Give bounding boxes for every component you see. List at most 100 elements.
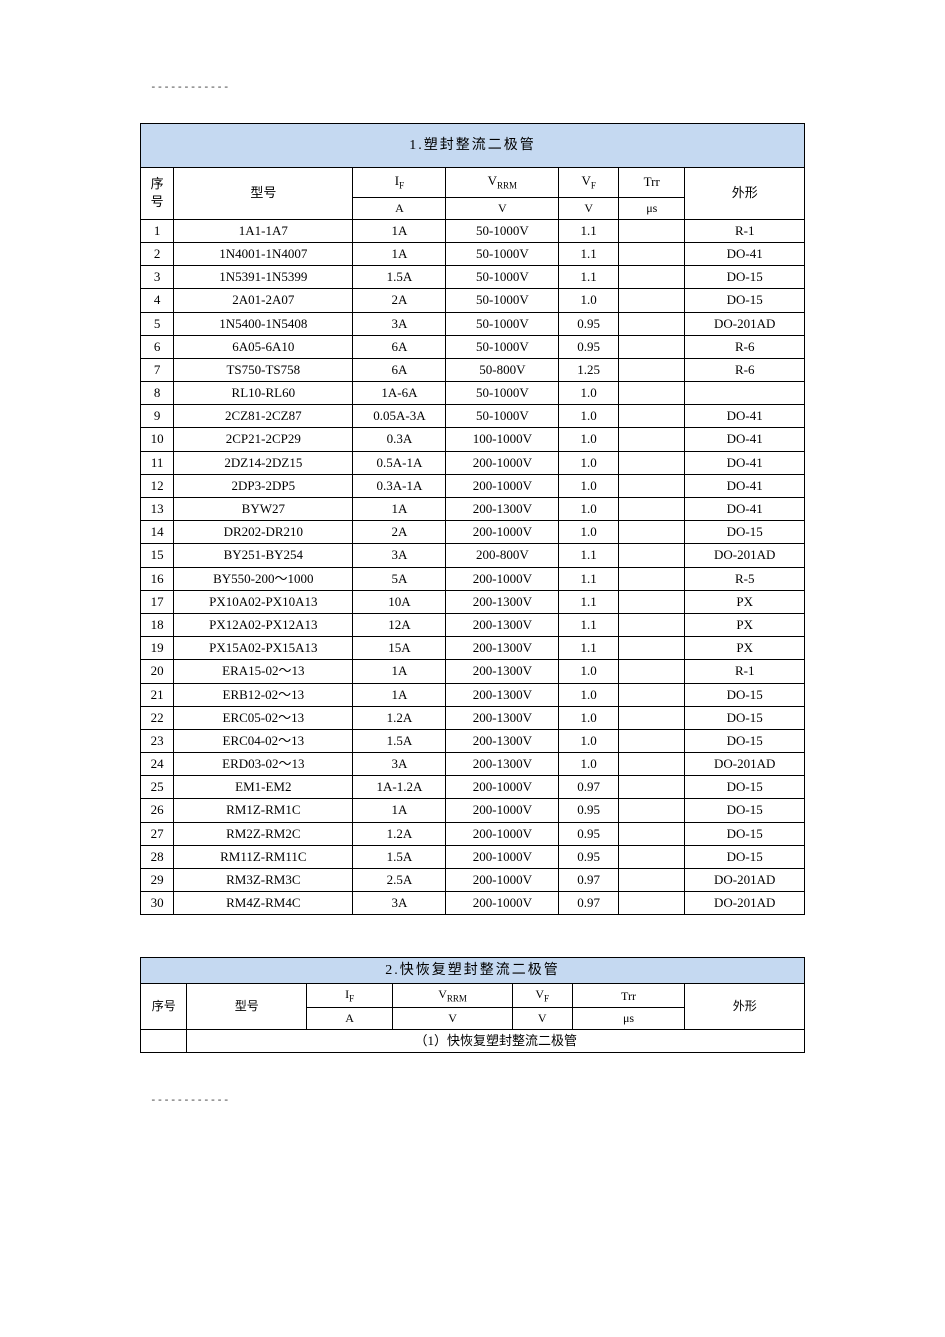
table-cell: 200-1300V [446,637,559,660]
table-row: 25EM1-EM21A-1.2A200-1000V0.97DO-15 [141,776,805,799]
table-cell: R-5 [685,567,805,590]
table-cell: 1.1 [559,219,619,242]
table-cell: 1.5A [353,266,446,289]
table-cell: 1.1 [559,544,619,567]
table-cell: 0.97 [559,892,619,915]
table-cell: 0.05A-3A [353,405,446,428]
table-cell: 0.95 [559,845,619,868]
table-cell [619,660,685,683]
col-shape-header: 外形 [685,168,805,220]
table-cell: 200-1000V [446,822,559,845]
table-cell: 1.1 [559,613,619,636]
table-cell: EM1-EM2 [174,776,353,799]
table-cell [619,869,685,892]
table-cell: ERB12-02～13 [174,683,353,706]
table-cell: 1.0 [559,521,619,544]
table-row: 18PX12A02-PX12A1312A200-1300V1.1PX [141,613,805,636]
t2-col-vrrm-header: VRRM [393,984,513,1008]
table-cell: DO-15 [685,729,805,752]
table-cell: 200-800V [446,544,559,567]
table-cell: R-6 [685,358,805,381]
table-cell: 100-1000V [446,428,559,451]
table-cell: 1.0 [559,405,619,428]
col-model-header: 型号 [174,168,353,220]
table1-body: 11A1-1A71A50-1000V1.1R-121N4001-1N40071A… [141,219,805,915]
table-cell: ERD03-02～13 [174,753,353,776]
table-cell: 50-1000V [446,405,559,428]
table-cell: DO-41 [685,451,805,474]
table-cell: 29 [141,869,174,892]
table-cell: DO-15 [685,776,805,799]
table-cell: 1.0 [559,428,619,451]
table-cell: 200-1300V [446,683,559,706]
table-cell: 1.0 [559,706,619,729]
table-row: 7TS750-TS7586A50-800V1.25R-6 [141,358,805,381]
table-cell: 1A [353,660,446,683]
table-cell: 1A [353,683,446,706]
table-cell: 2DP3-2DP5 [174,474,353,497]
table-cell: 1A [353,498,446,521]
table-cell: DO-15 [685,683,805,706]
table-cell: 1.0 [559,729,619,752]
table-row: 8RL10-RL601A-6A50-1000V1.0 [141,382,805,405]
table-cell [619,289,685,312]
table-cell: 6 [141,335,174,358]
table-cell: 0.5A-1A [353,451,446,474]
table-cell: 5 [141,312,174,335]
table-cell: 0.3A-1A [353,474,446,497]
table-cell: 4 [141,289,174,312]
table-cell: 1.5A [353,845,446,868]
table-cell: 15 [141,544,174,567]
table-cell [619,405,685,428]
t2-col-trr-unit: μs [572,1008,685,1030]
table-cell: DO-15 [685,521,805,544]
table-cell [619,382,685,405]
table-cell: 50-1000V [446,242,559,265]
table-cell: 5A [353,567,446,590]
table-row: 14DR202-DR2102A200-1000V1.0DO-15 [141,521,805,544]
table-cell: DR202-DR210 [174,521,353,544]
t2-col-vrrm-unit: V [393,1008,513,1030]
t2-col-vf-unit: V [512,1008,572,1030]
table-cell: 0.95 [559,822,619,845]
table-cell: DO-41 [685,498,805,521]
table-cell: DO-41 [685,405,805,428]
table-cell: 1.2A [353,822,446,845]
t2-subtitle-blank [141,1030,187,1053]
t2-col-shape-header: 外形 [685,984,805,1030]
table-cell: 200-1000V [446,869,559,892]
col-vrrm-unit: V [446,198,559,220]
table-cell: 1.0 [559,753,619,776]
table-row: 15BY251-BY2543A200-800V1.1DO-201AD [141,544,805,567]
table-cell [619,590,685,613]
table-cell: 50-1000V [446,266,559,289]
table-cell: 1.5A [353,729,446,752]
table-cell: 25 [141,776,174,799]
table-cell: 2A [353,289,446,312]
table-cell: RM4Z-RM4C [174,892,353,915]
table-cell: 8 [141,382,174,405]
table-row: 66A05-6A106A50-1000V0.95R-6 [141,335,805,358]
table-cell: 200-1000V [446,776,559,799]
table-cell [619,567,685,590]
table-cell: 0.97 [559,776,619,799]
table-row: 24ERD03-02～133A200-1300V1.0DO-201AD [141,753,805,776]
table-cell: R-1 [685,219,805,242]
table-row: 19PX15A02-PX15A1315A200-1300V1.1PX [141,637,805,660]
table-cell: 1.0 [559,683,619,706]
table-row: 112DZ14-2DZ150.5A-1A200-1000V1.0DO-41 [141,451,805,474]
table-cell [619,544,685,567]
table-cell: 1.0 [559,382,619,405]
table-row: 51N5400-1N54083A50-1000V0.95DO-201AD [141,312,805,335]
table-cell: 200-1000V [446,845,559,868]
table-cell: 1.0 [559,474,619,497]
table-cell: 200-1000V [446,567,559,590]
table-cell [619,474,685,497]
table-cell: RM2Z-RM2C [174,822,353,845]
table-cell: DO-41 [685,428,805,451]
table-cell: 9 [141,405,174,428]
table-cell: ERA15-02～13 [174,660,353,683]
table-cell: DO-15 [685,706,805,729]
table-cell: 200-1000V [446,521,559,544]
table-cell: 13 [141,498,174,521]
